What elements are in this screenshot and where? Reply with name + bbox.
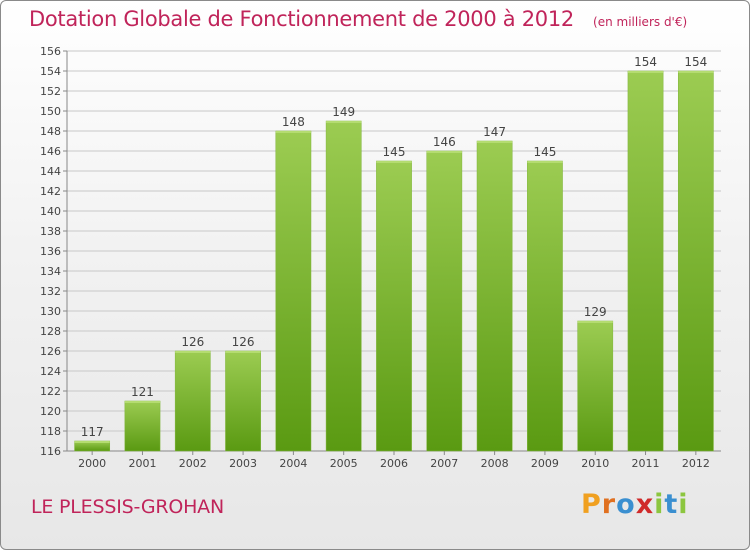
bar-top-highlight <box>275 131 311 133</box>
bar-top-highlight <box>326 121 362 123</box>
chart-title: Dotation Globale de Fonctionnement de 20… <box>29 7 574 31</box>
bar-value-label: 145 <box>533 145 556 159</box>
bar-top-highlight <box>477 141 513 143</box>
y-tick-label: 134 <box>40 265 61 278</box>
bar <box>577 320 614 452</box>
bar <box>275 130 312 452</box>
y-tick-label: 150 <box>40 105 61 118</box>
logo-letter: x <box>635 489 655 520</box>
x-tick-label: 2012 <box>682 457 710 470</box>
bar <box>376 160 412 452</box>
y-tick-label: 118 <box>40 425 61 438</box>
y-tick-label: 136 <box>40 245 61 258</box>
y-tick-label: 148 <box>40 125 61 138</box>
bar <box>124 400 161 452</box>
x-tick-label: 2011 <box>632 457 660 470</box>
bar <box>476 140 513 452</box>
bar-value-label: 126 <box>232 335 255 349</box>
y-tick-label: 146 <box>40 145 61 158</box>
bar-value-label: 146 <box>433 135 456 149</box>
x-tick-label: 2000 <box>78 457 106 470</box>
x-tick-label: 2009 <box>531 457 559 470</box>
y-tick-label: 126 <box>40 345 61 358</box>
y-tick-label: 152 <box>40 85 61 98</box>
y-tick-label: 144 <box>40 165 61 178</box>
x-tick-label: 2003 <box>229 457 257 470</box>
bar-top-highlight <box>124 401 161 403</box>
bar-top-highlight <box>175 351 211 353</box>
x-tick-label: 2004 <box>279 457 307 470</box>
bar-value-label: 148 <box>282 115 305 129</box>
y-tick-label: 156 <box>40 45 61 58</box>
bar <box>174 350 211 452</box>
x-tick-label: 2007 <box>430 457 458 470</box>
bar-top-highlight <box>376 161 412 163</box>
bar <box>325 120 362 452</box>
y-tick-label: 122 <box>40 385 61 398</box>
bar-value-label: 147 <box>483 125 506 139</box>
y-tick-label: 124 <box>40 365 61 378</box>
y-tick-label: 138 <box>40 225 61 238</box>
bar-value-label: 117 <box>81 425 104 439</box>
x-tick-label: 2001 <box>128 457 156 470</box>
title-row: Dotation Globale de Fonctionnement de 20… <box>29 7 687 31</box>
y-tick-label: 128 <box>40 325 61 338</box>
y-tick-label: 140 <box>40 205 61 218</box>
bar <box>627 70 664 452</box>
bar-value-label: 154 <box>634 55 657 69</box>
bar <box>527 160 563 452</box>
y-tick-label: 154 <box>40 65 61 78</box>
logo-letter: i <box>654 489 665 520</box>
bar-value-label: 149 <box>332 105 355 119</box>
bar-top-highlight <box>74 441 110 443</box>
logo-letter: o <box>616 489 636 520</box>
logo-letter: i <box>678 489 689 520</box>
bar-top-highlight <box>527 161 563 163</box>
chart-unit: (en milliers d'€) <box>593 15 688 29</box>
bar-value-label: 121 <box>131 385 154 399</box>
bar <box>426 150 463 452</box>
x-tick-label: 2002 <box>179 457 207 470</box>
y-tick-label: 132 <box>40 285 61 298</box>
bar-value-label: 145 <box>383 145 406 159</box>
bar <box>677 70 714 452</box>
bar-top-highlight <box>225 351 261 353</box>
bar-top-highlight <box>577 321 613 323</box>
y-tick-label: 120 <box>40 405 61 418</box>
logo-letter: t <box>664 489 679 520</box>
logo-letter: P <box>581 489 602 520</box>
bar-top-highlight <box>627 71 664 73</box>
proxiti-logo: Proxiti <box>581 489 689 520</box>
y-tick-label: 130 <box>40 305 61 318</box>
bar-top-highlight <box>426 151 462 153</box>
bar-value-label: 154 <box>684 55 707 69</box>
y-tick-label: 142 <box>40 185 61 198</box>
y-tick-label: 116 <box>40 445 61 458</box>
bar-value-label: 126 <box>181 335 204 349</box>
x-tick-label: 2010 <box>581 457 609 470</box>
logo-letter: r <box>601 489 617 520</box>
bar-top-highlight <box>678 71 714 73</box>
x-tick-label: 2005 <box>330 457 358 470</box>
bar-value-label: 129 <box>584 305 607 319</box>
x-tick-label: 2008 <box>481 457 509 470</box>
x-tick-label: 2006 <box>380 457 408 470</box>
commune-name: LE PLESSIS-GROHAN <box>31 496 224 518</box>
bar <box>225 350 261 452</box>
